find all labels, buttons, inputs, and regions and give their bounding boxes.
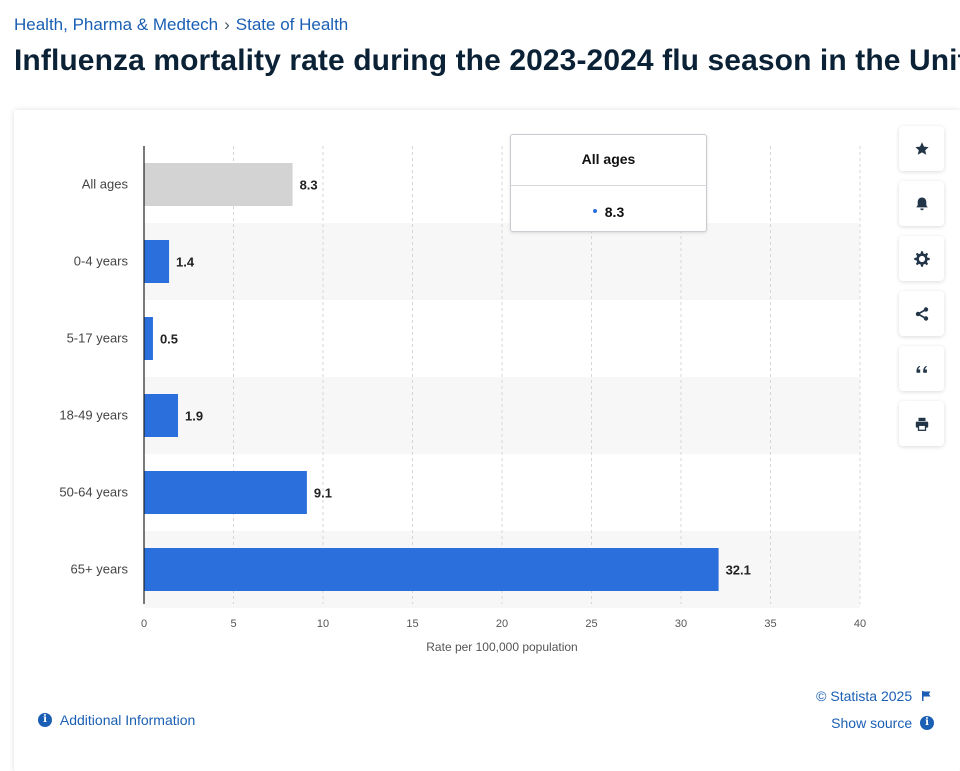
x-tick-label: 0 <box>141 618 147 630</box>
category-labels: All ages 0-4 years 5-17 years 18-49 years 50… <box>59 177 128 577</box>
additional-information-link[interactable]: i Additional Information <box>38 712 195 728</box>
x-tick-label: 10 <box>317 618 329 630</box>
series-dot-icon <box>592 209 597 214</box>
x-tick-label: 25 <box>585 618 597 630</box>
category-label: 65+ years <box>71 562 129 577</box>
share-button[interactable] <box>899 291 944 336</box>
star-icon <box>914 141 929 155</box>
tooltip-row: 8.3 <box>511 186 706 230</box>
page-title: Influenza mortality rate during the 2023… <box>14 44 960 77</box>
copyright-text: © Statista 2025 <box>816 688 913 704</box>
info-icon: i <box>38 713 52 728</box>
x-tick-label: 35 <box>764 618 776 630</box>
value-labels: 8.3 1.4 0.5 1.9 9.1 32.1 <box>160 178 751 578</box>
quote-icon <box>916 365 927 373</box>
bar <box>144 548 719 591</box>
value-label: 8.3 <box>300 178 318 193</box>
bar <box>144 240 170 283</box>
gear-icon <box>913 250 930 267</box>
statista-copyright-link[interactable]: © Statista 2025 <box>816 688 932 704</box>
breadcrumb-link-state-of-health[interactable]: State of Health <box>235 15 349 34</box>
category-label: 0-4 years <box>74 254 129 269</box>
bell-icon <box>915 197 928 210</box>
bar <box>144 317 153 360</box>
bar <box>144 394 179 437</box>
value-label: 0.5 <box>160 332 178 347</box>
print-button[interactable] <box>899 401 944 446</box>
category-label: 50-64 years <box>59 485 128 500</box>
breadcrumb: Health, Pharma & Medtech › State of Health <box>14 15 348 35</box>
x-tick-label: 40 <box>854 618 866 630</box>
gridlines <box>233 146 861 604</box>
value-label: 32.1 <box>726 563 751 578</box>
settings-button[interactable] <box>899 236 944 281</box>
info-icon: i <box>920 716 934 731</box>
x-tick-label: 30 <box>675 618 687 630</box>
share-icon <box>915 306 928 321</box>
print-icon <box>915 417 928 431</box>
tooltip-value: 8.3 <box>604 204 625 220</box>
breadcrumb-separator: › <box>224 15 230 34</box>
bar <box>144 163 293 206</box>
flag-icon <box>922 691 931 702</box>
favorite-button[interactable] <box>899 126 944 171</box>
show-source-label: Show source <box>831 715 913 731</box>
value-label: 1.4 <box>176 255 195 270</box>
cite-button[interactable] <box>899 346 944 391</box>
x-tick-label: 5 <box>230 618 236 630</box>
category-label: 5-17 years <box>67 331 129 346</box>
x-tick-labels: 0 5 10 15 20 25 30 35 40 <box>141 618 866 630</box>
x-tick-label: 15 <box>406 618 418 630</box>
category-label: All ages <box>82 177 129 192</box>
value-label: 9.1 <box>314 486 332 501</box>
value-label: 1.9 <box>185 409 203 424</box>
bar <box>144 471 307 514</box>
x-axis-label: Rate per 100,000 population <box>426 640 577 654</box>
x-tick-label: 20 <box>496 618 508 630</box>
additional-information-label: Additional Information <box>59 712 196 728</box>
tooltip: All ages 8.3 <box>510 134 707 232</box>
category-label: 18-49 years <box>59 408 128 423</box>
tooltip-title: All ages <box>511 135 706 186</box>
show-source-link[interactable]: Show source i <box>831 715 934 731</box>
breadcrumb-link-health[interactable]: Health, Pharma & Medtech <box>14 15 219 34</box>
bars <box>144 163 719 591</box>
notification-button[interactable] <box>899 181 944 226</box>
